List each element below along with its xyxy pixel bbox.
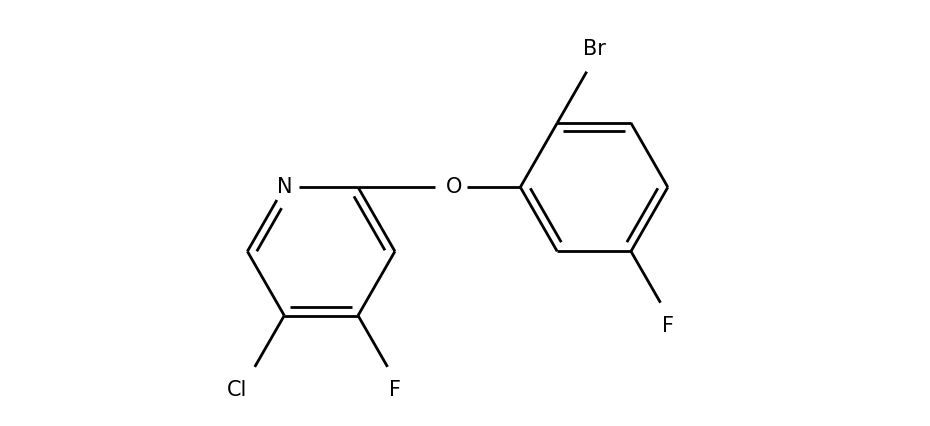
Text: O: O bbox=[445, 177, 462, 197]
Text: F: F bbox=[662, 316, 674, 336]
Text: Br: Br bbox=[583, 39, 605, 59]
Text: N: N bbox=[276, 177, 292, 197]
Text: Cl: Cl bbox=[227, 380, 247, 400]
Text: F: F bbox=[389, 380, 401, 400]
